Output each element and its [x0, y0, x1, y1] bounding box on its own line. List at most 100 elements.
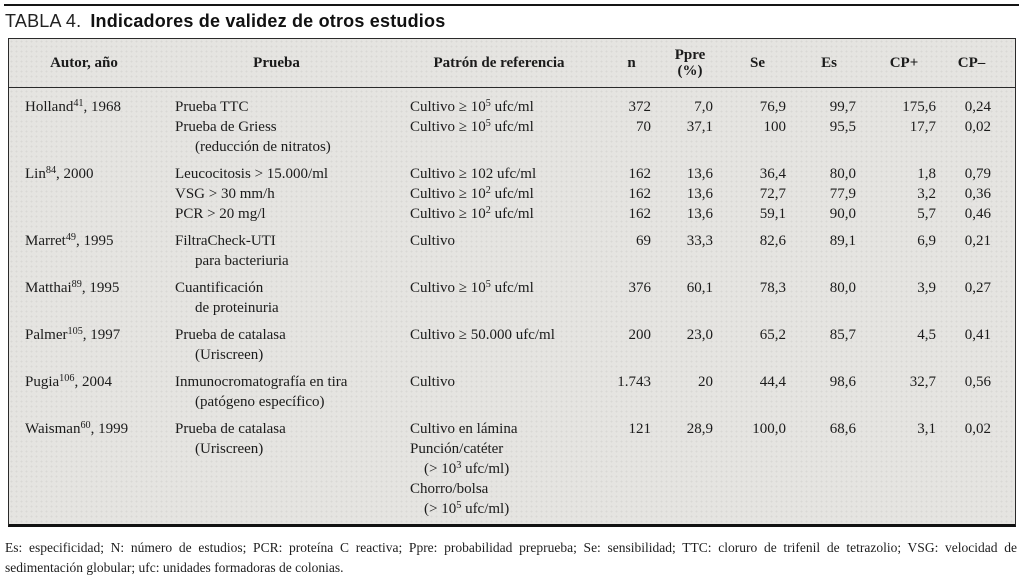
cell-se: 72,7 [759, 186, 786, 202]
cell-autor: Holland41, 1968 [25, 98, 122, 115]
cell-se [721, 137, 794, 157]
cell-n: 1.743 [617, 374, 651, 390]
table-row: de proteinuria [9, 298, 1015, 318]
cell-autor: Pugia106, 2004 [25, 373, 112, 390]
cell-es: 80,0 [829, 166, 856, 182]
cell-patron: Punción/catéter [410, 441, 504, 457]
cell-cp-minus [944, 439, 999, 459]
cell-es [794, 392, 864, 412]
superscript: 84 [45, 165, 57, 177]
cell-cp-minus: 0,02 [964, 119, 991, 135]
cell-autor: Lin84, 2000 [25, 165, 94, 182]
cell-cp-plus [864, 479, 944, 499]
cell-ppre [659, 298, 721, 318]
table-row: (> 103 ufc/ml) [9, 459, 1015, 479]
cell-autor [9, 117, 159, 137]
cell-es: 99,7 [829, 99, 856, 115]
cell-prueba: VSG > 30 mm/h [175, 186, 275, 202]
table-row: (reducción de nitratos) [9, 137, 1015, 157]
cell-cp-minus: 0,41 [964, 327, 991, 343]
cell-cp-minus: 0,79 [964, 166, 991, 182]
cell-n [604, 137, 659, 157]
cell-patron [394, 251, 604, 271]
cell-autor [9, 439, 159, 459]
cell-es [794, 251, 864, 271]
cell-cp-minus [944, 345, 999, 365]
cell-prueba [159, 479, 394, 499]
cell-n: 200 [628, 327, 652, 343]
cell-prueba: Prueba TTC [175, 99, 249, 115]
cell-cp-plus [864, 499, 944, 519]
cell-cp-plus: 3,2 [917, 186, 936, 202]
cell-ppre: 20 [698, 374, 713, 390]
column-header-autor: Autor, año [50, 55, 118, 71]
cell-ppre [659, 392, 721, 412]
cell-es [794, 499, 864, 519]
cell-cp-minus: 0,21 [964, 233, 991, 249]
cell-cp-plus: 4,5 [917, 327, 936, 343]
cell-cp-minus: 0,36 [964, 186, 991, 202]
cell-se: 59,1 [759, 206, 786, 222]
cell-autor [9, 499, 159, 519]
column-header-n: n [627, 55, 636, 71]
cell-patron: Cultivo en lámina [410, 421, 518, 437]
cell-prueba: Prueba de Griess [175, 119, 277, 135]
cell-n [604, 298, 659, 318]
cell-se [721, 479, 794, 499]
table-row: Pugia106, 2004 Inmunocromatografía en tir… [9, 372, 1015, 392]
cell-prueba: PCR > 20 mg/l [175, 206, 266, 222]
cell-cp-minus: 0,27 [964, 280, 991, 296]
table-row: VSG > 30 mm/h Cultivo ≥ 102 ufc/ml 162 13,6… [9, 184, 1015, 204]
table-row: PCR > 20 mg/l Cultivo ≥ 102 ufc/ml 162 13,6… [9, 204, 1015, 224]
cell-patron [394, 137, 604, 157]
table-row: Chorro/bolsa [9, 479, 1015, 499]
cell-cp-minus [944, 392, 999, 412]
cell-cp-plus: 3,9 [917, 280, 936, 296]
cell-se: 78,3 [759, 280, 786, 296]
cell-autor [9, 137, 159, 157]
superscript: 5 [456, 500, 462, 512]
cell-autor [9, 298, 159, 318]
cell-es [794, 459, 864, 479]
row-group: Holland41, 1968 Prueba TTC Cultivo ≥ 105 u… [9, 97, 1015, 157]
cell-cp-plus: 1,8 [917, 166, 936, 182]
cell-autor: Matthai89, 1995 [25, 279, 120, 296]
cell-ppre [659, 251, 721, 271]
table-row: para bacteriuria [9, 251, 1015, 271]
cell-se: 100,0 [752, 421, 786, 437]
cell-n: 121 [628, 421, 652, 437]
cell-se [721, 459, 794, 479]
cell-cp-minus [944, 137, 999, 157]
row-group: Palmer105, 1997 Prueba de catalasa Cultivo… [9, 325, 1015, 365]
cell-patron: Cultivo ≥ 102 ufc/ml [410, 205, 534, 222]
cell-es [794, 439, 864, 459]
cell-patron: Cultivo ≥ 102 ufc/ml [410, 166, 537, 182]
cell-autor [9, 184, 159, 204]
cell-ppre: 37,1 [686, 119, 713, 135]
cell-autor [9, 392, 159, 412]
superscript: 49 [65, 232, 76, 244]
cell-cp-plus: 5,7 [917, 206, 936, 222]
cell-cp-plus [864, 345, 944, 365]
table-row: Marret49, 1995 FiltraCheck-UTI Cultivo 69 33… [9, 231, 1015, 251]
cell-es [794, 137, 864, 157]
column-header-ppre-line1: Ppre [674, 47, 706, 63]
superscript: 60 [80, 420, 91, 432]
superscript: 5 [485, 98, 491, 110]
row-group: Lin84, 2000 Leucocitosis > 15.000/ml Culti… [9, 164, 1015, 224]
cell-n [604, 499, 659, 519]
cell-patron: Cultivo ≥ 102 ufc/ml [410, 185, 534, 202]
cell-se [721, 392, 794, 412]
cell-n [604, 459, 659, 479]
table-body: Holland41, 1968 Prueba TTC Cultivo ≥ 105 u… [9, 88, 1015, 519]
cell-ppre: 13,6 [686, 206, 713, 222]
cell-ppre: 23,0 [686, 327, 713, 343]
cell-cp-minus [944, 251, 999, 271]
cell-n [604, 392, 659, 412]
table-row: (Uriscreen) Punción/catéter [9, 439, 1015, 459]
cell-cp-plus [864, 298, 944, 318]
cell-ppre: 60,1 [686, 280, 713, 296]
cell-cp-plus: 175,6 [902, 99, 936, 115]
column-header-ppre-line2: (%) [677, 63, 703, 79]
cell-se [721, 251, 794, 271]
